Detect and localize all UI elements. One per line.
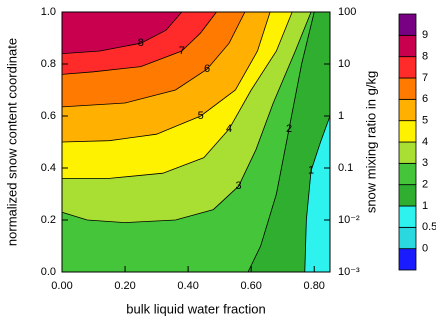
colorbar-box bbox=[398, 184, 417, 207]
colorbar-label: 5 bbox=[422, 115, 428, 127]
colorbar-box bbox=[398, 162, 417, 186]
y2-tick-label: 10 bbox=[338, 58, 350, 70]
contour-line bbox=[61, 11, 246, 108]
contour-line bbox=[62, 11, 293, 179]
colorbar-label: 9 bbox=[422, 29, 428, 41]
colorbar-label: 0.5 bbox=[422, 221, 436, 233]
colorbar-box bbox=[398, 226, 417, 250]
y2-tick-label: 100 bbox=[338, 6, 356, 18]
colorbar-box bbox=[398, 248, 417, 271]
y-tick-label: 0.8 bbox=[41, 58, 56, 70]
x-tick-label: 0.00 bbox=[51, 280, 72, 292]
x-tick-label: 0.80 bbox=[304, 280, 325, 292]
contour-line bbox=[61, 11, 217, 75]
colorbar-box bbox=[398, 98, 417, 122]
colorbar-box bbox=[398, 56, 417, 79]
colorbar-label: 4 bbox=[422, 136, 428, 148]
contour-line bbox=[61, 11, 183, 54]
colorbar-label: 3 bbox=[422, 157, 428, 169]
colorbar-box bbox=[398, 120, 417, 143]
y2-tick-label: 0.1 bbox=[338, 162, 353, 174]
contour-label: 1 bbox=[308, 165, 314, 177]
y-axis-title: normalized snow content coordinate bbox=[4, 38, 19, 246]
colorbar-box bbox=[398, 205, 417, 228]
y2-axis-title: snow mixing ratio in g/kg bbox=[363, 71, 378, 213]
contour-line bbox=[61, 11, 271, 143]
y2-tick-label: 10⁻³ bbox=[338, 266, 360, 278]
colorbar-label: 6 bbox=[422, 93, 428, 105]
contour-line bbox=[304, 115, 331, 273]
contour-label: 3 bbox=[236, 180, 242, 192]
contour-label: 5 bbox=[198, 110, 204, 122]
colorbar-box bbox=[398, 13, 417, 36]
colorbar-label: 0 bbox=[422, 243, 428, 255]
contour-label: 4 bbox=[226, 123, 232, 135]
x-tick-label: 0.20 bbox=[114, 280, 135, 292]
contour-label: 6 bbox=[204, 63, 210, 75]
x-tick-label: 0.60 bbox=[240, 280, 261, 292]
y-tick-label: 0.6 bbox=[41, 110, 56, 122]
plot-frame bbox=[61, 11, 331, 273]
y-tick-label: 0.4 bbox=[41, 162, 56, 174]
y2-tick-label: 1 bbox=[338, 110, 344, 122]
x-tick-label: 0.40 bbox=[177, 280, 198, 292]
colorbar-box bbox=[398, 77, 417, 100]
contour-label: 2 bbox=[286, 123, 292, 135]
colorbar-label: 8 bbox=[422, 51, 428, 63]
colorbar-label: 1 bbox=[422, 200, 428, 212]
colorbar-box bbox=[398, 34, 417, 58]
y-tick-label: 0.0 bbox=[41, 266, 56, 278]
contour-label: 8 bbox=[138, 37, 144, 49]
colorbar-label: 7 bbox=[422, 72, 428, 84]
contour-line bbox=[61, 11, 312, 224]
y-tick-label: 0.2 bbox=[41, 214, 56, 226]
contour-line bbox=[247, 11, 315, 273]
y2-tick-label: 10⁻² bbox=[338, 214, 360, 226]
y-tick-label: 1.0 bbox=[41, 6, 56, 18]
colorbar-label: 2 bbox=[422, 179, 428, 191]
contour-label: 7 bbox=[179, 45, 185, 57]
contour-fill bbox=[62, 12, 182, 54]
colorbar-box bbox=[398, 141, 417, 164]
x-axis-title: bulk liquid water fraction bbox=[126, 301, 265, 316]
